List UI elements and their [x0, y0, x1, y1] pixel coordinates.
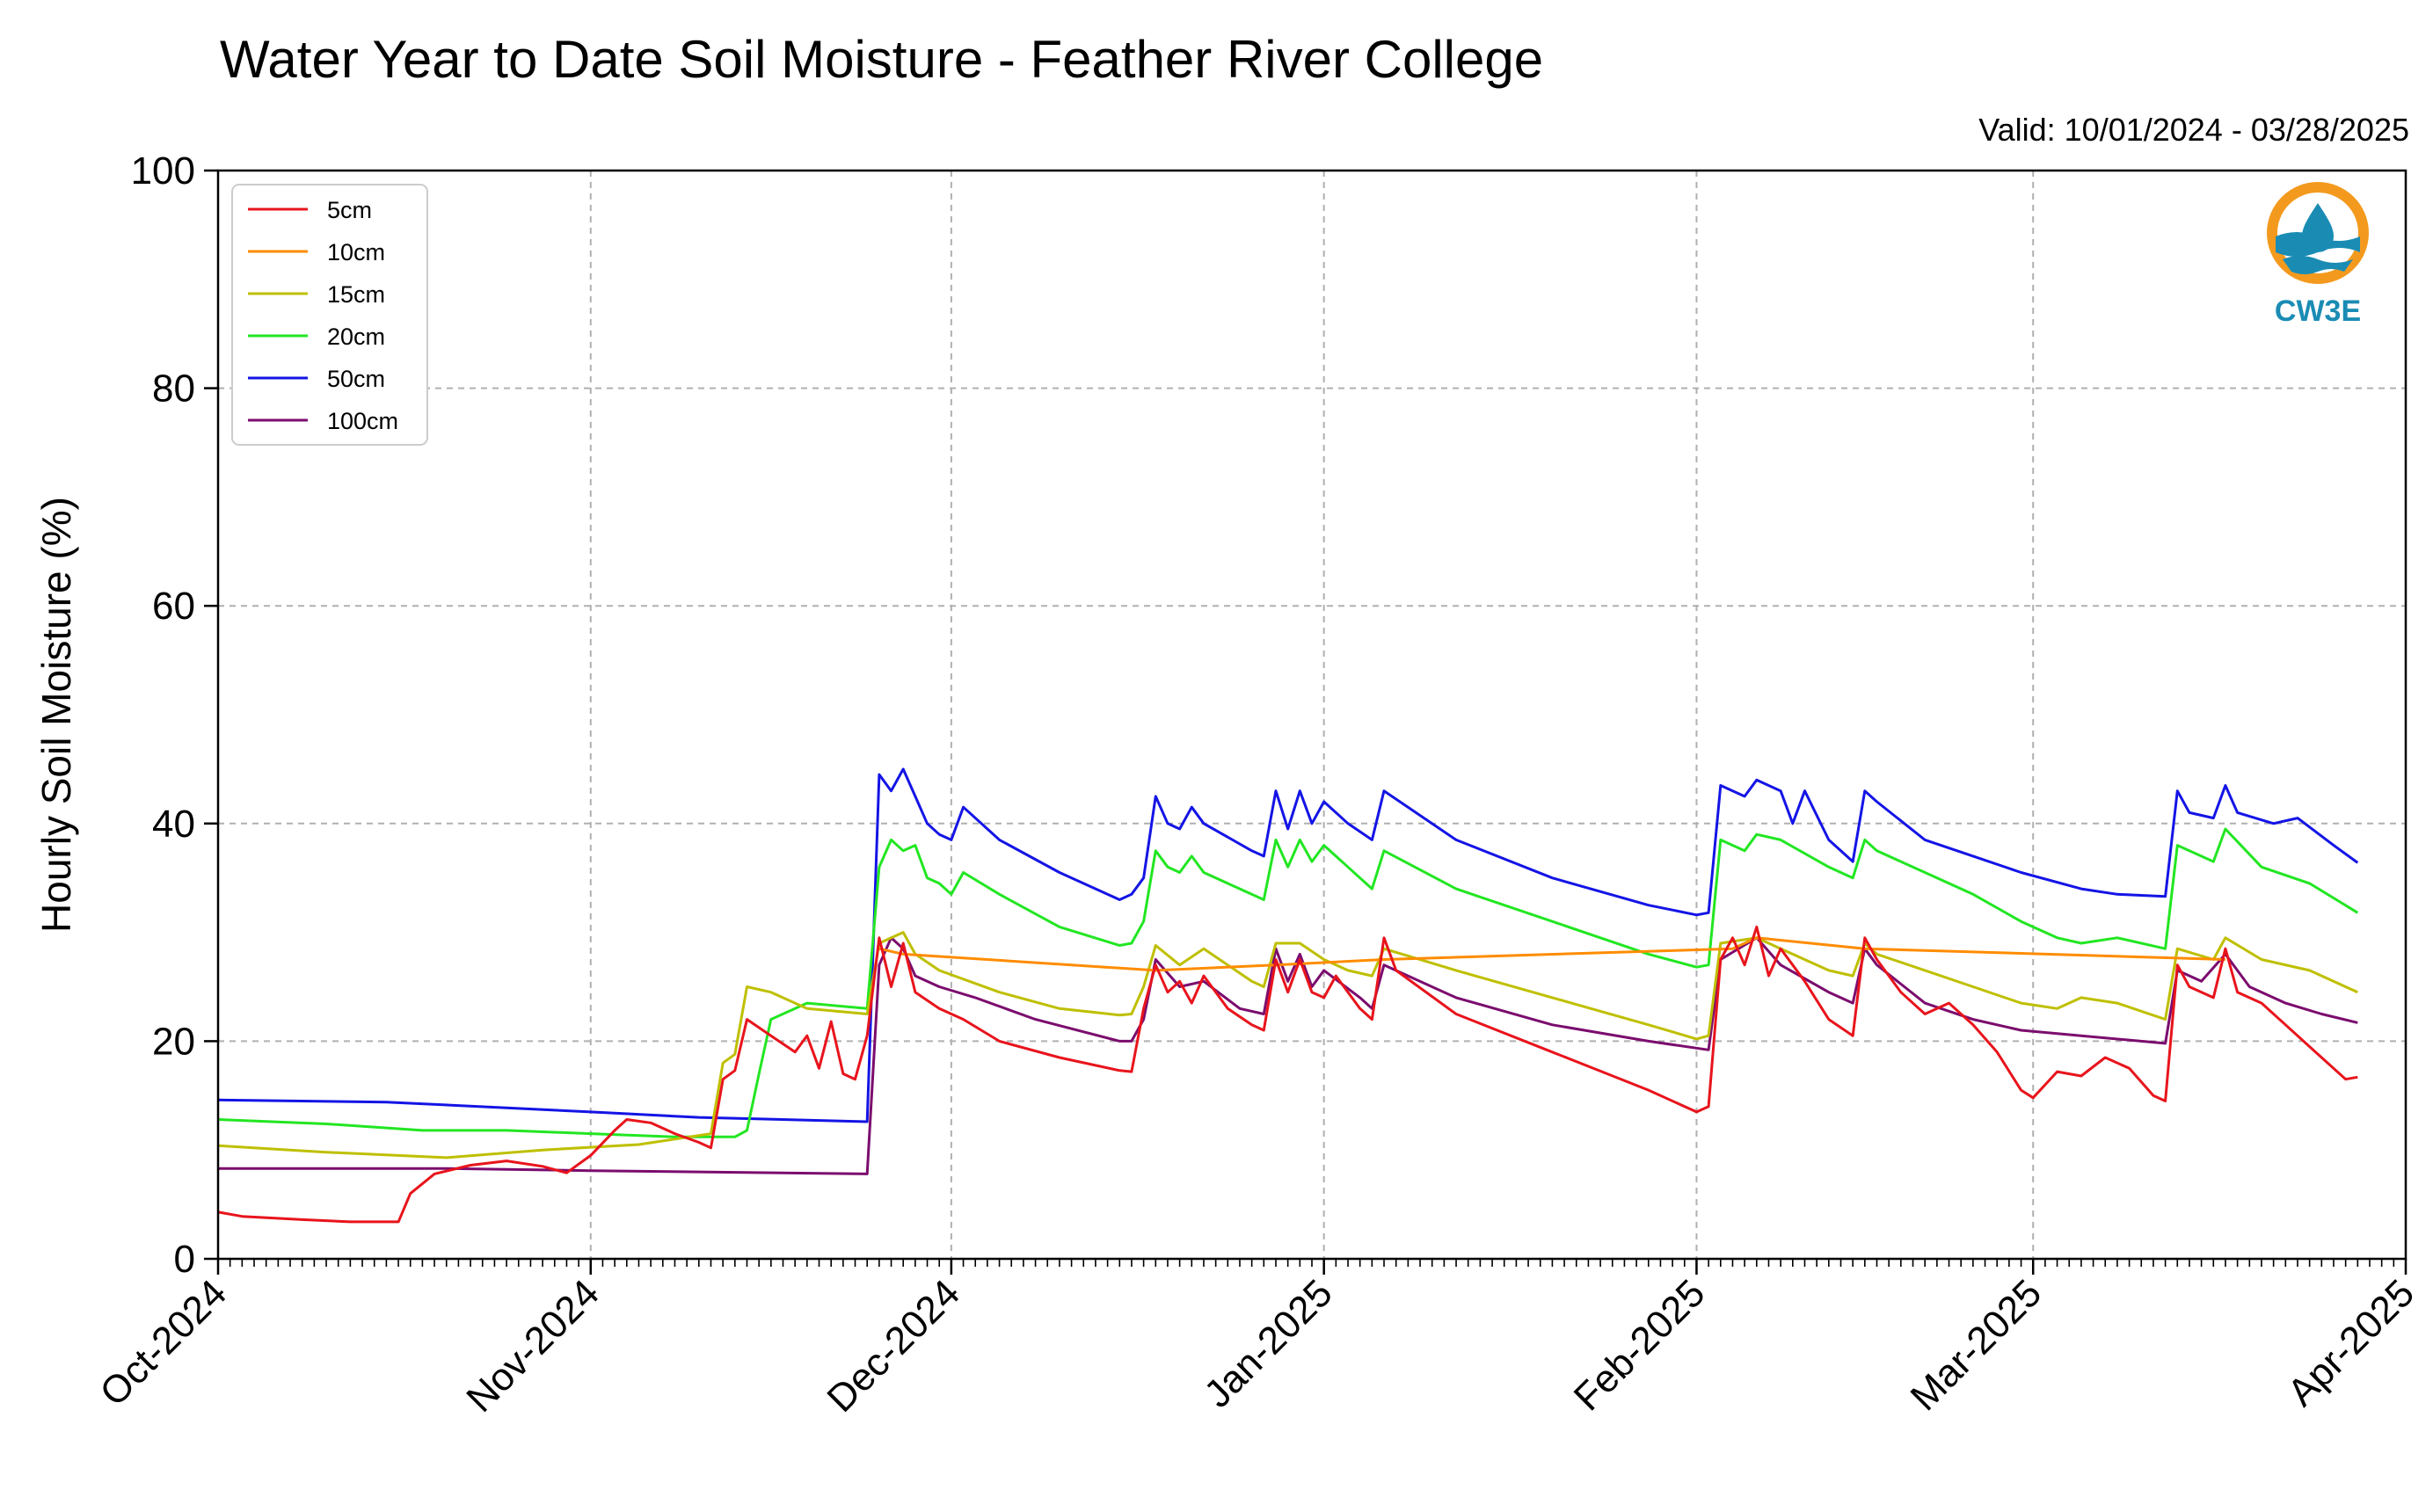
axis-ticks: 0 20 40 60 80 100 Oct-2024 Nov-2024 Dec-2024 Jan-… [91, 149, 2422, 1421]
legend-label-20cm: 20cm [327, 323, 385, 350]
chart-subtitle: Valid: 10/01/2024 - 03/28/2025 [1978, 112, 2409, 148]
x-tick-label: Feb-2025 [1566, 1271, 1714, 1419]
x-tick-label: Mar-2025 [1902, 1271, 2050, 1419]
legend-box [231, 184, 428, 446]
y-tick-label: 20 [152, 1020, 195, 1063]
chart-title: Water Year to Date Soil Moisture - Feath… [220, 30, 1543, 89]
y-tick-label: 40 [152, 803, 195, 846]
x-tick-label: Jan-2025 [1196, 1271, 1340, 1415]
x-tick-label: Oct-2024 [91, 1271, 235, 1414]
series-line-100cm [218, 936, 2358, 1175]
legend-label-15cm: 15cm [327, 281, 385, 308]
series-lines [217, 767, 2359, 1224]
legend: 5cm 10cm 15cm 20cm 50cm 100cm [231, 184, 428, 446]
legend-label-50cm: 50cm [327, 366, 385, 392]
series-line-15cm [217, 931, 2358, 1159]
logo-text: CW3E [2275, 294, 2361, 328]
series-line-50cm [217, 767, 2359, 1123]
y-tick-label: 0 [174, 1238, 195, 1281]
grid-lines [218, 171, 2406, 1259]
legend-label-10cm: 10cm [327, 239, 385, 265]
cw3e-logo: CW3E [2267, 182, 2369, 328]
x-tick-label: Dec-2024 [819, 1271, 968, 1421]
logo-ring [2267, 182, 2369, 284]
legend-label-5cm: 5cm [327, 197, 372, 223]
plot-frame [216, 169, 2408, 1261]
series-line-5cm [217, 925, 2358, 1224]
y-axis-label: Hourly Soil Moisture (%) [33, 497, 79, 933]
water-drop-icon [2302, 203, 2334, 252]
x-tick-label: Nov-2024 [458, 1271, 608, 1421]
legend-label-100cm: 100cm [327, 408, 398, 434]
series-line-20cm [217, 827, 2359, 1138]
y-tick-label: 100 [131, 149, 195, 193]
series-line-10cm [878, 936, 2225, 972]
y-tick-label: 60 [152, 585, 195, 628]
x-tick-label: Apr-2025 [2279, 1271, 2422, 1414]
y-tick-label: 80 [152, 367, 195, 411]
logo-wave-lower [2283, 256, 2353, 274]
